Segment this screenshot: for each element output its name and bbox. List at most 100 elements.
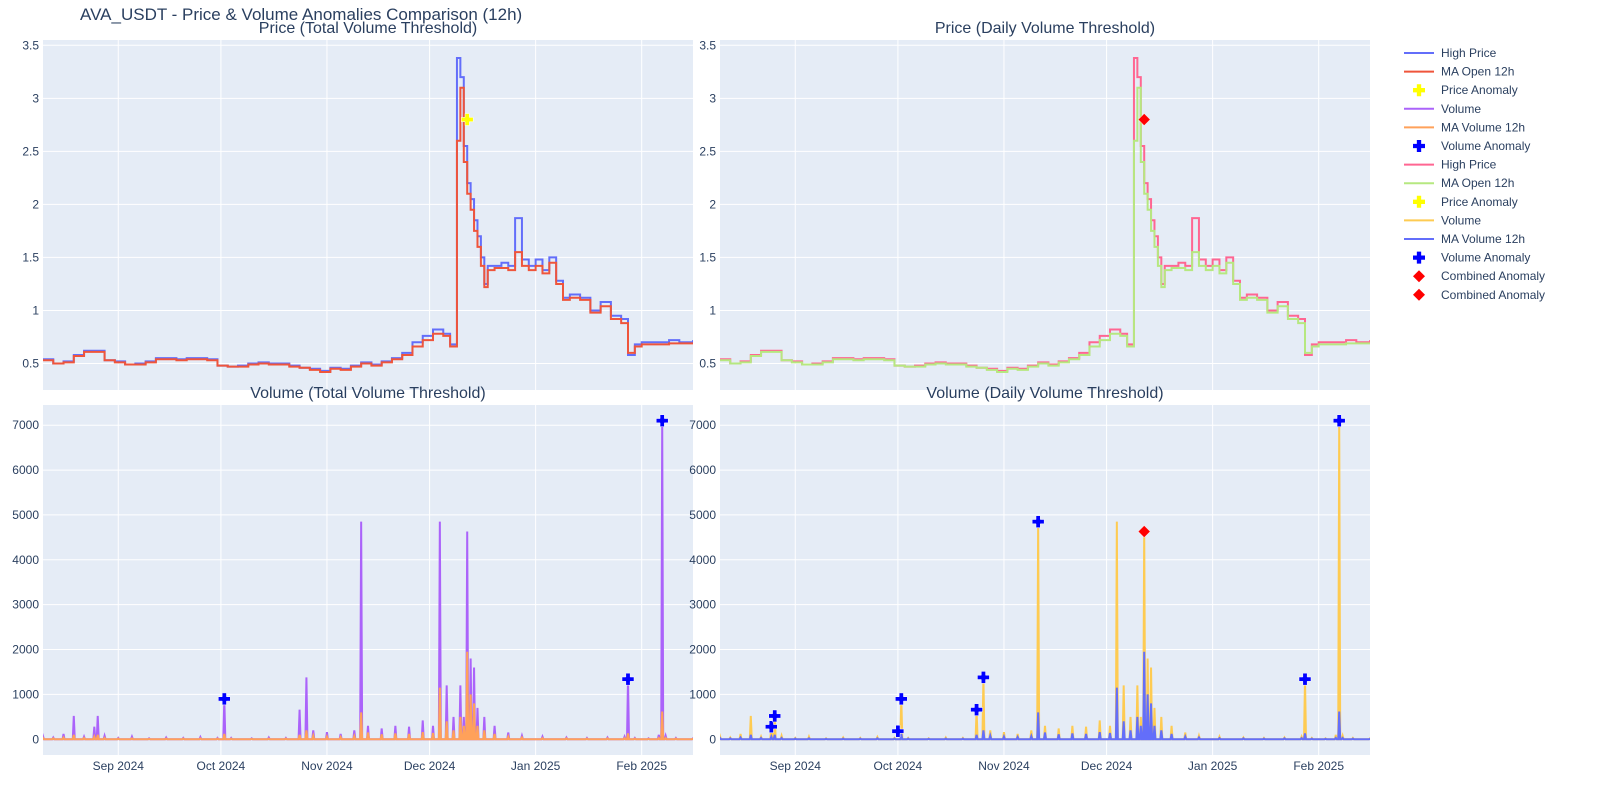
legend-label: Volume Anomaly: [1441, 139, 1530, 153]
anomaly-marker: [977, 671, 990, 684]
subplot-title: Volume (Total Volume Threshold): [250, 385, 485, 402]
y-tick-label: 4000: [689, 553, 716, 567]
y-tick-label: 3.5: [699, 38, 716, 52]
x-tick-label: Dec 2024: [1081, 759, 1133, 773]
x-tick-label: Sep 2024: [770, 759, 822, 773]
legend-label: MA Volume 12h: [1441, 120, 1525, 134]
legend-label: High Price: [1441, 158, 1497, 172]
legend-item[interactable]: Price Anomaly: [1413, 83, 1518, 97]
legend-label: High Price: [1441, 46, 1497, 60]
y-tick-label: 6000: [689, 463, 716, 477]
legend-swatch: [1413, 195, 1425, 208]
y-tick-label: 1000: [12, 687, 39, 701]
anomaly-marker: [1332, 414, 1346, 427]
y-tick-label: 2: [32, 197, 39, 211]
legend-item[interactable]: Price Anomaly: [1413, 195, 1518, 209]
subplot-4: 0 1000 2000 3000 4000 5000 6000 7000 Sep 2024 Oct…: [689, 385, 1370, 773]
legend-item[interactable]: Volume: [1404, 102, 1481, 116]
legend-swatch: [1413, 288, 1425, 301]
y-tick-label: 5000: [689, 508, 716, 522]
y-tick-label: 0: [709, 732, 716, 746]
y-tick-label: 1: [32, 303, 39, 317]
plot-area: [43, 405, 693, 755]
plot-area: [720, 40, 1370, 390]
legend-item[interactable]: Volume Anomaly: [1413, 139, 1530, 153]
y-tick-label: 2000: [689, 643, 716, 657]
subplot-3: 0 1000 2000 3000 4000 5000 6000 7000 Sep 2024 Oct…: [12, 385, 693, 773]
legend-item[interactable]: Combined Anomaly: [1413, 269, 1545, 283]
series-group: [43, 420, 693, 741]
y-tick-label: 1: [709, 303, 716, 317]
y-tick-label: 0: [32, 732, 39, 746]
legend-swatch: [1413, 251, 1425, 264]
legend-swatch: [1413, 270, 1425, 283]
series-group: [720, 57, 1370, 373]
y-tick-label: 2.5: [699, 144, 716, 158]
subplot-2: 0.5 1 1.5 2 2.5 3 3.5 Price (Daily Volume Thres…: [699, 20, 1370, 390]
y-tick-label: 0.5: [22, 356, 39, 370]
legend-label: Combined Anomaly: [1441, 269, 1545, 283]
y-tick-label: 2.5: [22, 144, 39, 158]
anomaly-marker: [1031, 515, 1045, 528]
legend-item[interactable]: Combined Anomaly: [1413, 288, 1545, 302]
y-tick-label: 4000: [12, 553, 39, 567]
legend[interactable]: High Price MA Open 12h Price Anomaly Volume…: [1404, 46, 1545, 302]
anomaly-marker: [895, 692, 908, 706]
x-tick-label: Nov 2024: [301, 759, 353, 773]
y-tick-label: 3000: [689, 598, 716, 612]
x-tick-label: Sep 2024: [93, 759, 145, 773]
x-tick-label: Oct 2024: [197, 759, 246, 773]
y-tick-label: 3: [709, 91, 716, 105]
anomaly-marker: [621, 672, 635, 686]
ma-open-line: [43, 86, 693, 373]
anomaly-marker: [970, 703, 983, 716]
anomaly-marker: [891, 724, 905, 738]
series-group: [720, 420, 1370, 741]
y-tick-label: 2000: [12, 643, 39, 657]
legend-label: Volume: [1441, 213, 1481, 227]
legend-swatch: [1413, 140, 1425, 152]
series-group: [43, 57, 693, 373]
legend-item[interactable]: MA Volume 12h: [1404, 232, 1525, 246]
x-tick-label: Jan 2025: [511, 759, 561, 773]
legend-label: MA Volume 12h: [1441, 232, 1525, 246]
legend-label: MA Open 12h: [1441, 65, 1514, 79]
x-tick-label: Feb 2025: [1293, 759, 1344, 773]
legend-label: Price Anomaly: [1441, 83, 1518, 97]
legend-item[interactable]: MA Open 12h: [1404, 65, 1514, 79]
x-tick-label: Feb 2025: [616, 759, 667, 773]
legend-item[interactable]: Volume: [1404, 213, 1481, 227]
subplot-title: Price (Daily Volume Threshold): [935, 20, 1155, 37]
legend-item[interactable]: Volume Anomaly: [1413, 251, 1530, 265]
y-tick-label: 5000: [12, 508, 39, 522]
combined-anomaly-marker: [1137, 525, 1151, 538]
ma-open-line: [720, 86, 1370, 373]
plot-area: [43, 40, 693, 390]
anomaly-marker: [655, 414, 669, 427]
legend-item[interactable]: MA Open 12h: [1404, 176, 1514, 190]
plot-area: [720, 405, 1370, 755]
subplot-title: Price (Total Volume Threshold): [259, 20, 477, 37]
x-tick-label: Dec 2024: [404, 759, 456, 773]
x-tick-label: Jan 2025: [1188, 759, 1238, 773]
legend-item[interactable]: MA Volume 12h: [1404, 120, 1525, 134]
x-tick-label: Nov 2024: [978, 759, 1030, 773]
y-tick-label: 7000: [12, 418, 39, 432]
y-tick-label: 3: [32, 91, 39, 105]
y-tick-label: 0.5: [699, 356, 716, 370]
legend-label: Combined Anomaly: [1441, 288, 1545, 302]
subplot-1: 0.5 1 1.5 2 2.5 3 3.5 Price (Total Volume Thres…: [22, 20, 693, 390]
legend-label: Price Anomaly: [1441, 195, 1518, 209]
main-title: AVA_USDT - Price & Volume Anomalies Comp…: [80, 5, 522, 24]
anomaly-marker: [460, 113, 474, 126]
y-tick-label: 2: [709, 197, 716, 211]
legend-item[interactable]: High Price: [1404, 46, 1497, 60]
y-tick-label: 7000: [689, 418, 716, 432]
anomaly-marker: [765, 720, 778, 733]
legend-item[interactable]: High Price: [1404, 158, 1497, 172]
legend-label: Volume: [1441, 102, 1481, 116]
subplot-grid: 0.5 1 1.5 2 2.5 3 3.5 Price (Total Volume Thres…: [12, 20, 1370, 773]
y-tick-label: 1000: [689, 687, 716, 701]
ma-volume-line: [43, 651, 693, 741]
